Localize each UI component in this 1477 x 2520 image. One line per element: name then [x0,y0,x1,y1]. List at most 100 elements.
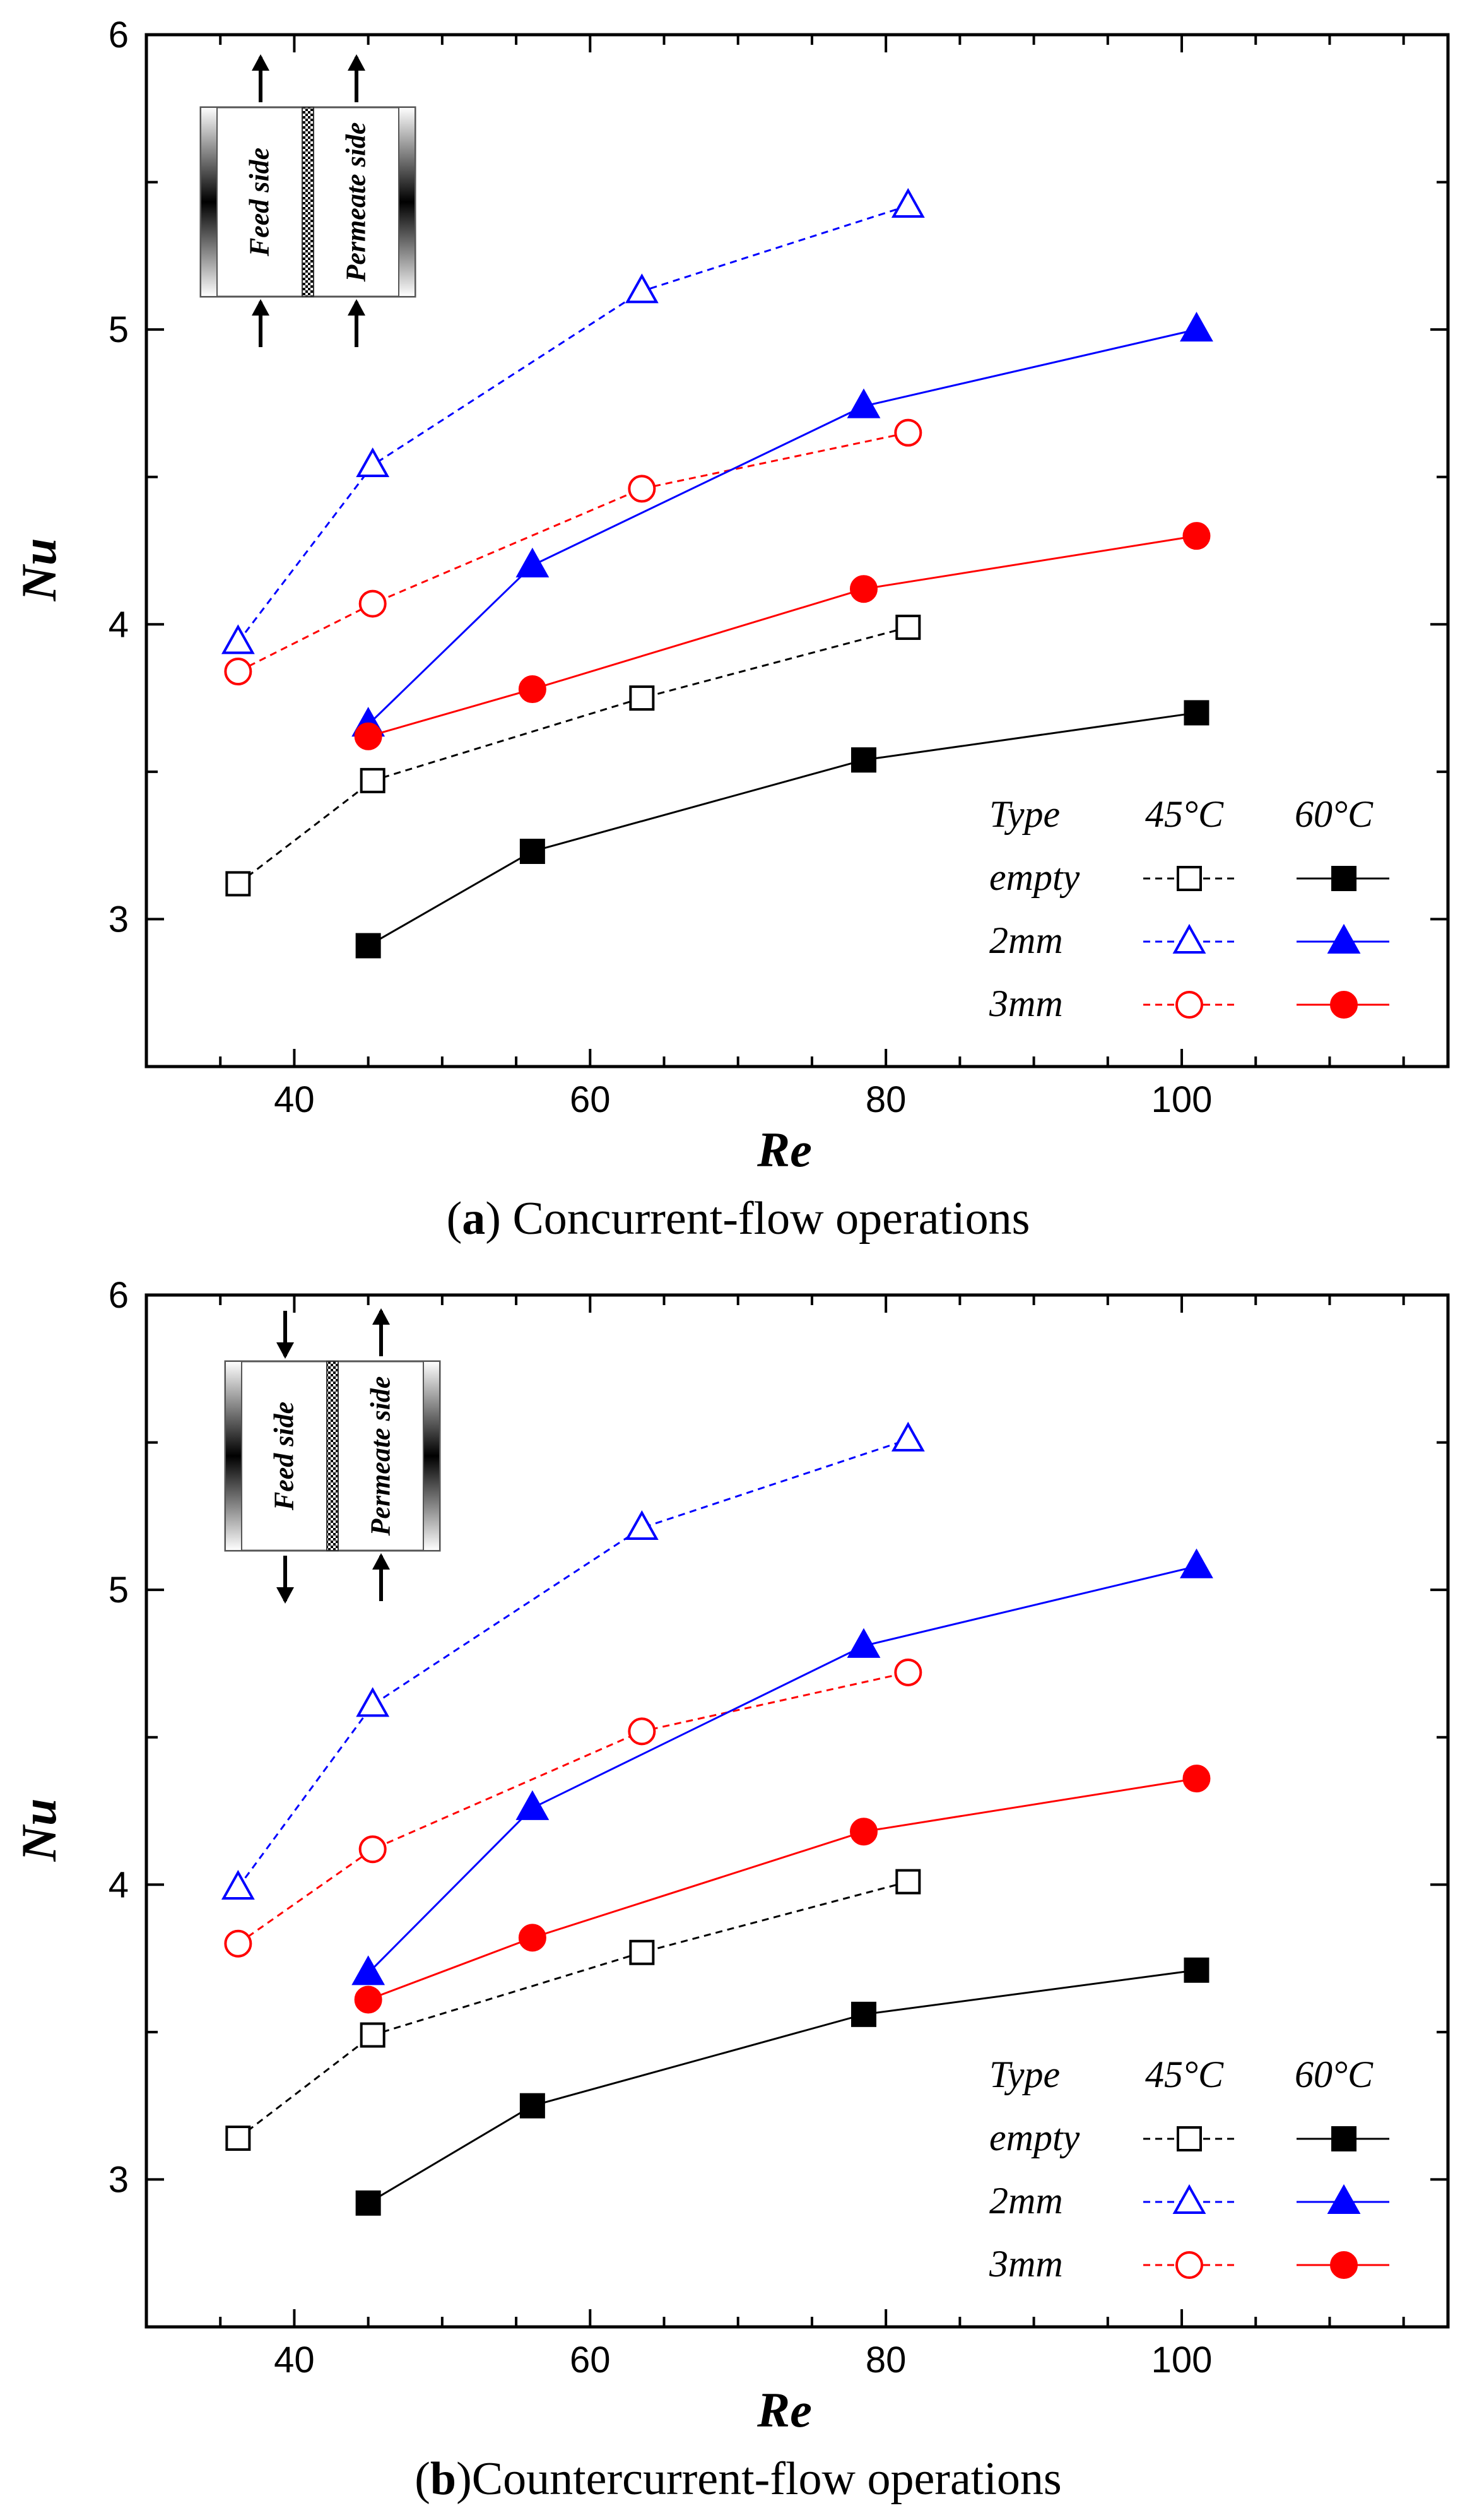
chart-a-series-line [237,204,909,643]
chart-a-data-point [360,767,385,793]
chart-a-data-point [355,933,381,959]
chart-a-inset-arrow-feed-bottom-head [252,299,269,316]
chart-a-legend-marker-45c [1177,866,1202,891]
chart-a-data-point [515,547,550,577]
chart-a-x-tick-label: 100 [1151,1079,1213,1120]
chart-a-plot-frame [144,33,1450,1068]
chart-b-series-3mm-45c [224,1658,922,1958]
chart-b-series-line [367,1969,1197,2204]
chart-a-legend-marker-60c [1331,866,1356,891]
chart-b-series-3mm-60c [354,1765,1211,2014]
chart-b-legend: Type 45°C 60°C empty 2mm 3mm [989,2054,1389,2285]
chart-b-data-point [221,1869,255,1900]
chart-b-y-tick-label: 6 [109,1275,129,1316]
chart-b-y-tick-label: 4 [109,1864,129,1905]
chart-b-x-tick-label: 100 [1151,2340,1213,2381]
chart-b-x-tick-label: 60 [570,2340,611,2381]
chart-a-series-line [367,328,1197,726]
chart-a-caption-text: Concurrent-flow operations [501,1193,1030,1245]
chart-b-legend-header-type: Type [989,2054,1060,2095]
chart-a-legend: Type 45°C 60°C empty 2mm 3mm [989,793,1389,1024]
chart-b-legend-marker-60c [1330,2251,1358,2279]
chart-b-y-tick-label: 5 [109,1570,129,1611]
chart-a-data-point [894,418,922,447]
chart-a-data-point [358,589,387,618]
chart-b-inset-permeate-label: Permeate side [365,1376,396,1537]
chart-b-data-point [355,2190,381,2216]
chart-a-legend-header-type: Type [989,793,1060,835]
chart-b-series-line [237,1881,909,2139]
chart-b-inset-feed-label: Feed side [269,1402,300,1511]
chart-a-data-point [1184,700,1209,726]
chart-b-inset-wall-left [225,1361,242,1551]
chart-a-data-point [847,388,881,418]
chart-a-y-axis-label: Nu [11,538,66,602]
chart-a-x-axis-label: Re [756,1122,812,1177]
chart-b-svg: (b)Countercurrent-flow operations 40 60 80… [11,1275,1450,2505]
chart-a-legend-label: empty [989,856,1080,898]
chart-b-inset-arrow-feed-bottom-head [276,1587,294,1604]
chart-b-legend-marker-45c [1175,2251,1203,2279]
chart-b-data-point [519,2093,545,2119]
chart-b-x-tick-label: 80 [866,2340,907,2381]
chart-a-caption: (a) Concurrent-flow operations [447,1193,1030,1245]
chart-a-inset-arrow-feed-top-head [252,54,269,71]
chart-b-legend-label: 3mm [989,2243,1063,2285]
chart-b-legend-header-60c: 60°C [1295,2054,1374,2095]
chart-a-data-point [850,747,876,773]
chart-b-data-point [515,1790,550,1820]
chart-a: (a) Concurrent-flow operations 40 60 80 100… [11,15,1450,1245]
chart-b-data-point [629,1939,655,1965]
chart-b: (b)Countercurrent-flow operations 40 60 80… [0,1260,1477,2520]
chart-a-series-3mm-45c [224,418,922,686]
chart-b-x-axis-label: Re [756,2382,812,2437]
chart-b-data-point [891,1421,925,1452]
chart-b-data-point [518,1924,546,1952]
chart-a-series-line [368,535,1197,738]
chart-b-data-point [224,1929,252,1958]
chart-a-x-tick-label: 80 [866,1079,907,1120]
chart-a-series-2mm-45c [221,187,925,654]
chart-b-membrane-inset: Feed side Permeate side [224,1308,441,1604]
chart-b-legend-marker-60c [1327,2184,1361,2214]
chart-a-data-point [1182,522,1211,550]
chart-a-membrane-inset: Feed side Permeate side [199,54,416,347]
chart-a-x-tick-label: 60 [570,1079,611,1120]
chart-a-inset-arrow-permeate-top-head [348,54,365,71]
chart-b-inset-wall-right [423,1361,440,1551]
chart-b-series-line [368,1777,1197,2001]
chart-b-caption-text: Countercurrent-flow operations [472,2453,1062,2505]
chart-b-data-point [1180,1548,1213,1578]
chart-b-series-line [237,1438,909,1888]
chart-a-legend-label: 3mm [989,983,1063,1024]
chart-b-series-2mm-45c [221,1421,925,1900]
chart-a-data-point [629,685,655,711]
chart-b-series-empty-60c [355,1957,1209,2216]
chart-a-y-tick-label: 4 [109,604,129,645]
chart-a-data-point [224,658,252,686]
chart-b-inset-arrow-feed-top-head [276,1342,294,1359]
chart-a-inset-wall-right [398,107,416,297]
chart-a-caption-letter: a [462,1193,485,1245]
chart-a-y-tick-label: 3 [109,899,129,940]
chart-b-inset-arrow-permeate-top-head [372,1308,390,1325]
chart-b-data-point [895,1869,921,1895]
chart-b-legend-header-45c: 45°C [1145,2054,1224,2095]
chart-a-data-point [1180,312,1213,342]
chart-a-legend-header-45c: 45°C [1145,793,1224,835]
chart-b-series-line [367,1565,1197,1974]
chart-b-data-point [850,2001,876,2027]
chart-a-x-tick-label: 40 [274,1079,315,1120]
chart-a-data-point [625,273,659,304]
chart-a-data-point [519,838,545,864]
chart-b-inset-arrow-permeate-bottom-head [372,1553,390,1570]
chart-a-inset-arrow-permeate-bottom-head [348,299,365,316]
chart-a-legend-marker-60c [1327,923,1361,954]
chart-b-data-point [847,1628,881,1658]
chart-a-y-tick-label: 6 [109,15,129,56]
chart-a-data-point [225,871,251,897]
chart-b-legend-marker-60c [1331,2126,1356,2151]
chart-a-data-point [221,624,255,654]
chart-b-data-point [356,1687,390,1717]
chart-b-legend-marker-45c [1172,2184,1206,2214]
